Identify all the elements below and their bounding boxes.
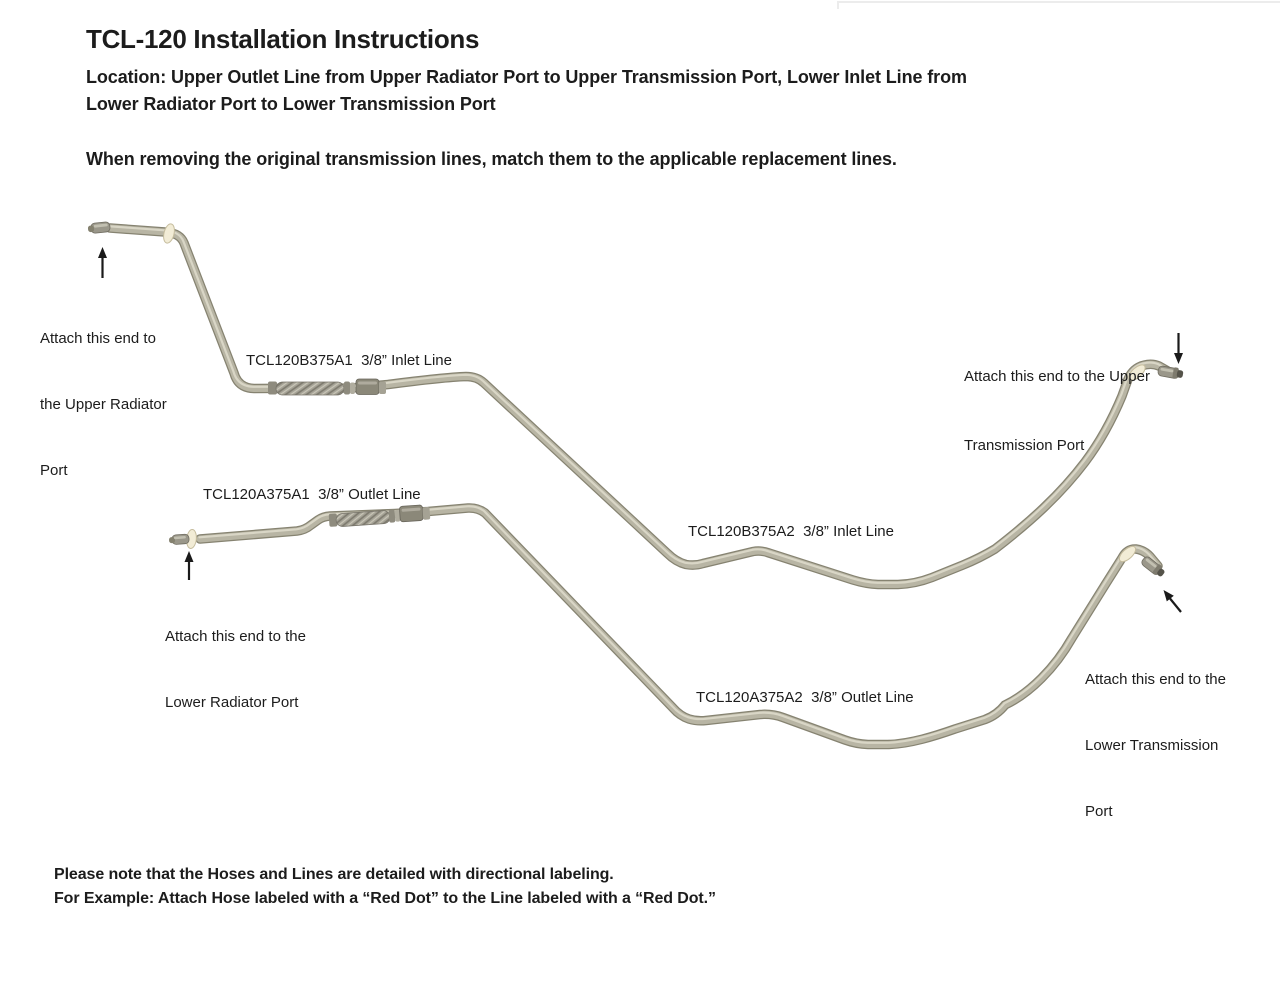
footer-note-line2: For Example: Attach Hose labeled with a … [54,890,716,907]
annotation-line: Lower Radiator Port [165,694,299,711]
label-inlet-line-a2: TCL120B375A2 3/8” Inlet Line [688,523,894,540]
outlet-line-image [169,503,1165,750]
annotation-lower-radiator-port: Attach this end to the Lower Radiator Po… [165,582,306,758]
outlet-clip-transmission-end [1118,545,1137,563]
annotation-line: the Upper Radiator [40,396,167,413]
inlet-clip-radiator-end [163,223,175,244]
annotation-line: Port [40,462,68,479]
outlet-braided-hose [328,504,431,527]
inlet-fitting-transmission-end [1157,365,1184,379]
scan-artifact-tick [837,1,839,9]
outlet-fitting-transmission-end [1141,556,1165,577]
annotation-upper-radiator-port: Attach this end to the Upper Radiator Po… [40,284,167,526]
page-title: TCL-120 Installation Instructions [86,24,480,54]
outlet-fitting-radiator-end [169,533,190,545]
inlet-braided-hose [268,378,386,396]
scan-artifact-line [837,1,1280,3]
label-outlet-line-a1: TCL120A375A1 3/8” Outlet Line [203,486,421,503]
location-text-line2: Lower Radiator Port to Lower Transmissio… [86,94,496,114]
label-outlet-line-a2: TCL120A375A2 3/8” Outlet Line [696,689,914,706]
arrow-lower-radiator [184,551,194,580]
arrow-upper-transmission [1174,333,1183,364]
annotation-line: Attach this end to the Upper [964,368,1150,385]
inlet-fitting-radiator-end [87,221,111,234]
annotation-line: Port [1085,803,1113,820]
inlet-clip-transmission-end [1128,364,1146,381]
annotation-upper-transmission-port: Attach this end to the Upper Transmissio… [964,319,1150,503]
arrow-upper-radiator [98,247,107,278]
annotation-line: Attach this end to the [165,628,306,645]
arrow-lower-transmission [1163,590,1182,613]
annotation-line: Attach this end to the [1085,671,1226,688]
annotation-line: Transmission Port [964,437,1085,454]
location-text-line1: Location: Upper Outlet Line from Upper R… [86,67,967,87]
footer-note-line1: Please note that the Hoses and Lines are… [54,866,614,883]
label-inlet-line-a1: TCL120B375A1 3/8” Inlet Line [246,352,452,369]
annotation-lower-transmission-port: Attach this end to the Lower Transmissio… [1085,625,1226,867]
annotation-line: Lower Transmission [1085,737,1219,754]
annotation-line: Attach this end to [40,330,156,347]
intro-text: When removing the original transmission … [86,149,897,169]
inlet-line-image [87,221,1184,590]
